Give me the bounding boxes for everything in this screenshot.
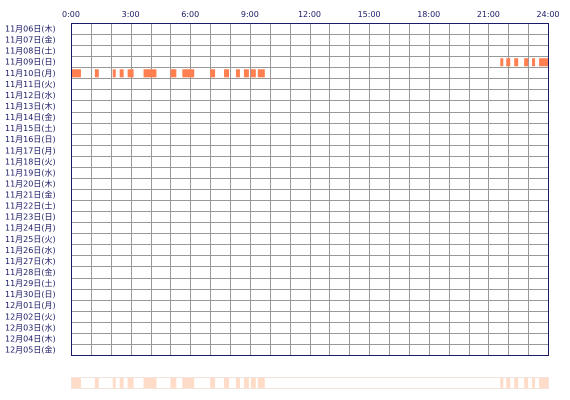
day-label: 11月11日(火)	[5, 80, 56, 89]
overview-bar	[182, 378, 195, 388]
overview-frame	[71, 377, 549, 389]
activity-bar	[506, 58, 511, 67]
overview-bar	[143, 378, 157, 388]
day-label: 11月07日(金)	[5, 35, 56, 45]
overview-bar	[112, 378, 116, 388]
day-label: 11月27日(木)	[5, 256, 56, 266]
day-label: 11月23日(日)	[5, 213, 56, 222]
overview-bar	[235, 378, 240, 388]
activity-bar	[143, 69, 157, 78]
day-label: 11月25日(火)	[5, 235, 56, 244]
overview-bar	[506, 378, 511, 388]
day-label: 12月01日(月)	[5, 301, 56, 310]
activity-bar	[235, 69, 240, 78]
activity-bar	[500, 58, 504, 67]
day-label: 11月22日(土)	[5, 201, 56, 211]
day-label: 11月24日(月)	[5, 224, 56, 233]
day-label: 11月08日(土)	[5, 46, 56, 56]
day-label: 12月03日(水)	[5, 322, 56, 332]
activity-bar	[127, 69, 134, 78]
x-tick-label: 15:00	[358, 10, 381, 19]
activity-bar	[514, 58, 519, 67]
x-tick-label: 12:00	[298, 10, 321, 19]
activity-bars	[71, 58, 548, 78]
overview-bar	[224, 378, 230, 388]
activity-bar	[224, 69, 230, 78]
overview-bar	[127, 378, 134, 388]
activity-bar	[243, 69, 249, 78]
day-label: 11月06日(木)	[5, 24, 56, 34]
day-label: 11月28日(金)	[5, 267, 56, 277]
day-label: 11月30日(日)	[5, 290, 56, 299]
overview-bar	[119, 378, 124, 388]
day-label: 11月13日(木)	[5, 101, 56, 111]
x-tick-labels: 0:00 3:00 6:00 9:00 12:00 15:00 18:00 21:00 24:0…	[62, 10, 560, 19]
overview-bar	[94, 378, 99, 388]
activity-bar	[532, 58, 536, 67]
x-tick-label: 24:00	[536, 10, 559, 19]
day-label: 12月05日(金)	[5, 344, 56, 354]
day-label: 11月16日(日)	[5, 135, 56, 144]
activity-bar	[94, 69, 99, 78]
overview-bar	[539, 378, 548, 388]
grid	[71, 23, 548, 355]
overview-bar	[500, 378, 504, 388]
day-label: 11月20日(木)	[5, 178, 56, 188]
day-label: 11月29日(土)	[5, 278, 56, 288]
day-label: 11月18日(火)	[5, 157, 56, 166]
overview-bar	[210, 378, 216, 388]
activity-bar	[182, 69, 195, 78]
day-label: 11月15日(土)	[5, 123, 56, 133]
day-label: 11月12日(水)	[5, 90, 56, 100]
overview-bar	[257, 378, 265, 388]
day-label: 11月26日(水)	[5, 245, 56, 255]
x-tick-label: 18:00	[417, 10, 440, 19]
activity-bar	[170, 69, 177, 78]
activity-bar	[119, 69, 124, 78]
activity-bar	[250, 69, 256, 78]
day-label: 11月21日(金)	[5, 190, 56, 200]
plot-border	[71, 23, 549, 356]
x-tick-label: 6:00	[181, 10, 199, 19]
day-label: 11月09日(日)	[5, 58, 56, 67]
day-label: 11月17日(月)	[5, 146, 56, 155]
x-tick-label: 21:00	[477, 10, 500, 19]
day-label: 12月02日(火)	[5, 312, 56, 321]
overview-bar	[243, 378, 249, 388]
day-labels: 11月06日(木)11月07日(金)11月08日(土) 11月09日(日) 11月1…	[5, 24, 56, 355]
day-label: 11月19日(水)	[5, 167, 56, 177]
activity-bar	[210, 69, 216, 78]
activity-bar	[257, 69, 265, 78]
x-tick-label: 9:00	[241, 10, 259, 19]
activity-bar	[524, 58, 529, 67]
day-label: 11月14日(金)	[5, 112, 56, 122]
overview-bar	[532, 378, 536, 388]
overview-bar	[170, 378, 177, 388]
day-label: 11月10日(月)	[5, 69, 56, 78]
overview-bar	[524, 378, 529, 388]
activity-bar	[112, 69, 116, 78]
day-label: 12月04日(木)	[5, 333, 56, 343]
activity-bar	[539, 58, 548, 67]
overview-strip	[71, 377, 549, 389]
overview-bar	[250, 378, 256, 388]
x-tick-label: 3:00	[122, 10, 140, 19]
overview-bar	[71, 378, 81, 388]
x-tick-label: 0:00	[62, 10, 80, 19]
activity-bar	[71, 69, 81, 78]
overview-bar	[514, 378, 519, 388]
